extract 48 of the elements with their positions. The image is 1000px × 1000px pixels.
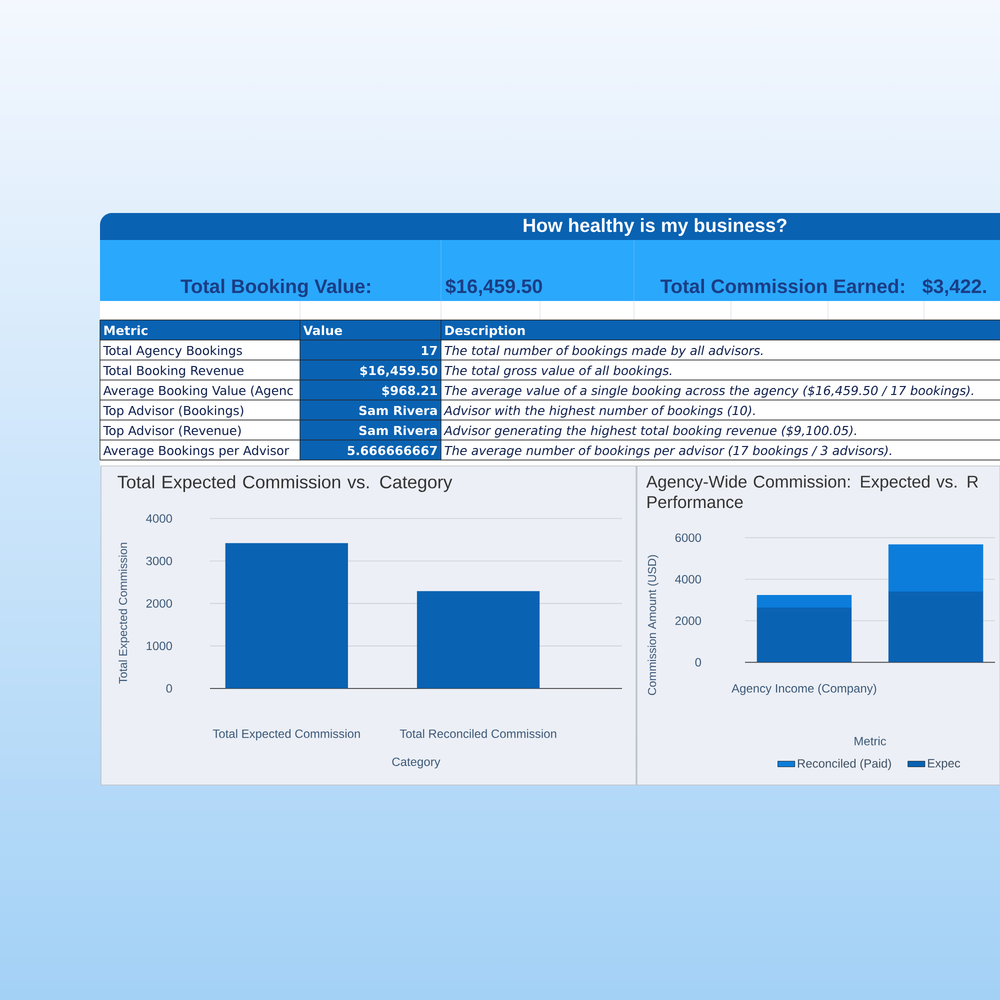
y-tick-label: 4000 bbox=[675, 574, 702, 584]
y-tick-label: 6000 bbox=[675, 533, 702, 542]
text: Sam Rivera bbox=[359, 426, 437, 436]
y-tick-label: 3000 bbox=[146, 556, 172, 566]
text: The average value of a single booking across the agency ($16,459.50 / 17 bookings). bbox=[444, 386, 974, 398]
text: Top Advisor (Revenue) bbox=[103, 426, 241, 438]
text: How healthy is my business? bbox=[524, 218, 786, 236]
text: Total Agency Bookings bbox=[103, 346, 242, 358]
x-axis-title: Category bbox=[392, 758, 440, 768]
chart-title: Total Expected Commission vs. Category bbox=[118, 475, 452, 492]
y-tick-label: 0 bbox=[695, 658, 702, 667]
legend-label: Expec bbox=[928, 759, 960, 770]
y-tick-label: 1000 bbox=[146, 642, 172, 650]
text: Advisor generating the highest total booking revenue ($9,100.05). bbox=[444, 426, 856, 438]
text: $16,459.50 bbox=[445, 278, 542, 296]
text: Description bbox=[445, 325, 525, 338]
text: Sam Rivera bbox=[359, 406, 437, 416]
text: The total gross value of all bookings. bbox=[444, 366, 672, 378]
text: Value bbox=[303, 325, 342, 336]
x-axis-title: Metric bbox=[854, 736, 886, 746]
bar bbox=[888, 544, 984, 592]
y-tick-label: 2000 bbox=[675, 616, 702, 626]
y-tick-label: 2000 bbox=[146, 599, 172, 608]
text: The average number of bookings per advisor (17 bookings / 3 advisors). bbox=[444, 446, 892, 458]
y-axis-title: Commission Amount (USD) bbox=[648, 555, 658, 696]
text: $968.21 bbox=[382, 386, 437, 397]
text: Total Booking Value: bbox=[180, 278, 370, 298]
x-tick-label: Total Reconciled Commission bbox=[400, 729, 556, 738]
bar bbox=[888, 591, 984, 662]
y-tick-label: 4000 bbox=[146, 514, 172, 523]
x-tick-label: Agency Income (Company) bbox=[732, 684, 876, 695]
text: Advisor with the highest number of bookings (10). bbox=[444, 406, 755, 418]
text: Metric bbox=[104, 325, 148, 336]
y-tick-label: 0 bbox=[166, 684, 172, 693]
text: Total Booking Revenue bbox=[103, 366, 244, 378]
text: 17 bbox=[422, 346, 437, 355]
chart-title: Agency-Wide Commission: Expected vs. R Performance bbox=[646, 475, 978, 508]
text: Average Bookings per Advisor bbox=[103, 446, 290, 458]
text: Top Advisor (Bookings) bbox=[103, 406, 244, 418]
text: $16,459.50 bbox=[360, 366, 438, 377]
bar bbox=[756, 595, 852, 608]
text: Total Commission Earned: bbox=[660, 278, 904, 294]
bar bbox=[756, 607, 852, 662]
text: The total number of bookings made by all advisors. bbox=[444, 346, 762, 358]
text: 5.666666667 bbox=[348, 446, 437, 456]
legend-label: Reconciled (Paid) bbox=[798, 758, 891, 770]
text: $3,422. bbox=[922, 278, 986, 296]
text: Average Booking Value (Agenc bbox=[103, 386, 293, 398]
